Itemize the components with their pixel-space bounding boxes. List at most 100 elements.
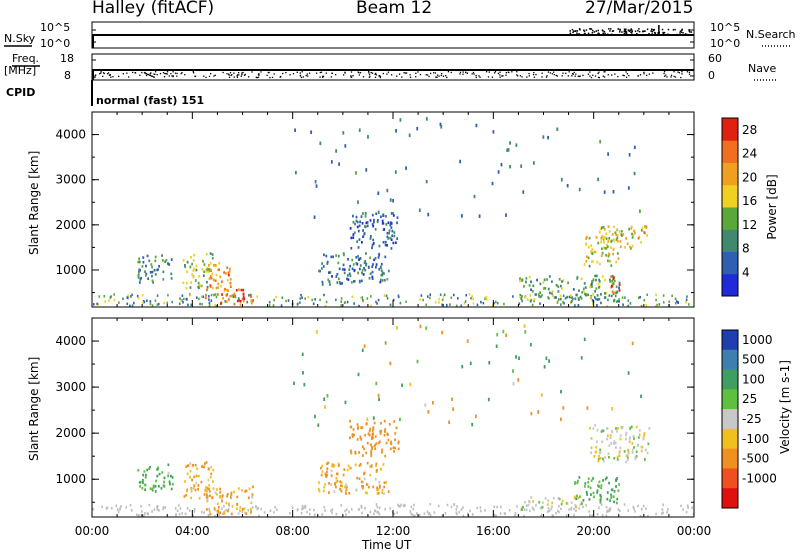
nave-point xyxy=(214,74,216,77)
velocity-cell xyxy=(616,430,618,433)
nave-point xyxy=(487,76,490,78)
velocity-cell xyxy=(340,489,343,493)
power-ground-cell xyxy=(621,296,624,299)
velocity-cell xyxy=(221,499,223,503)
power-cell xyxy=(601,275,604,278)
power-cell xyxy=(567,281,570,285)
velocity-cell xyxy=(387,490,390,493)
power-cell xyxy=(213,263,215,267)
velocity-ground-cell xyxy=(598,506,600,510)
power-cell xyxy=(218,261,221,265)
velocity-ground-cell xyxy=(223,504,225,508)
power-cell xyxy=(167,262,169,265)
nsearch-point xyxy=(626,33,628,36)
velocity-ground-cell xyxy=(639,514,642,518)
x-tick-label: 00:00 xyxy=(677,524,712,538)
velocity-ground-cell xyxy=(144,512,146,515)
velocity-cell xyxy=(349,425,352,429)
velocity-ground-cell xyxy=(557,504,560,508)
nave-point xyxy=(603,76,606,78)
velocity-cell xyxy=(354,450,357,454)
power-cell xyxy=(170,277,173,280)
velocity-cell xyxy=(353,433,355,437)
x-tick-label: 20:00 xyxy=(576,524,611,538)
nave-point xyxy=(577,75,579,77)
power-cell xyxy=(211,286,214,290)
velocity-cell xyxy=(545,356,548,361)
velocity-cell xyxy=(606,491,609,494)
nsearch-point xyxy=(653,29,655,31)
velocity-cell xyxy=(608,456,610,459)
velocity-ground-cell xyxy=(119,508,121,511)
power-cell xyxy=(637,236,640,240)
power-cell xyxy=(374,265,377,269)
power-ground-cell xyxy=(386,297,389,300)
power-cell xyxy=(560,287,563,290)
velocity-ground-cell xyxy=(662,503,664,506)
power-cell xyxy=(384,243,387,247)
power-ground-cell xyxy=(600,301,602,305)
power-cell xyxy=(137,273,140,276)
velocity-cell xyxy=(611,407,614,411)
velocity-ground-cell xyxy=(686,504,689,507)
velocity-cell xyxy=(344,400,347,405)
nsearch-point xyxy=(608,28,610,30)
power-ground-cell xyxy=(210,293,213,297)
velocity-cell xyxy=(617,489,620,493)
power-cell xyxy=(385,214,387,218)
power-colorbar-segment xyxy=(722,140,738,163)
velocity-cell xyxy=(216,502,219,506)
power-cell xyxy=(335,149,338,153)
velocity-ground-cell xyxy=(429,514,432,517)
nave-point xyxy=(428,75,430,78)
power-cell xyxy=(588,236,591,240)
velocity-ground-cell xyxy=(258,514,260,518)
nsearch-point xyxy=(688,29,690,32)
velocity-ground-cell xyxy=(645,507,647,511)
nave-point xyxy=(94,76,96,79)
velocity-cell xyxy=(370,465,373,468)
power-ground-cell xyxy=(425,303,428,307)
nave-point xyxy=(628,75,630,77)
power-cell xyxy=(154,259,157,263)
power-cell xyxy=(618,286,620,290)
velocity-cell xyxy=(620,426,623,430)
power-ground-cell xyxy=(598,297,601,301)
power-cell xyxy=(211,256,214,260)
cpid-label: CPID xyxy=(6,86,36,99)
nave-point xyxy=(568,71,570,73)
power-cell xyxy=(611,290,614,294)
velocity-ground-cell xyxy=(372,512,375,516)
velocity-cell xyxy=(239,506,242,509)
velocity-cell xyxy=(512,369,514,373)
power-cell xyxy=(612,277,615,281)
nsearch-point xyxy=(589,28,591,30)
power-cell xyxy=(594,274,597,278)
velocity-cell xyxy=(537,410,540,414)
velocity-cell xyxy=(194,463,197,467)
velocity-ground-cell xyxy=(499,505,502,509)
power-cell xyxy=(369,219,372,222)
nsearch-point xyxy=(602,32,604,35)
velocity-ground-cell xyxy=(687,506,689,510)
velocity-cell xyxy=(381,448,384,452)
power-cell xyxy=(387,237,390,240)
power-cell xyxy=(427,212,430,217)
power-cell xyxy=(629,245,631,249)
velocity-ground-cell xyxy=(393,512,396,516)
power-cell xyxy=(220,284,222,288)
power-cell xyxy=(580,277,583,281)
velocity-cell xyxy=(606,434,609,437)
power-cell xyxy=(337,277,340,281)
nave-point xyxy=(134,72,137,74)
nave-point xyxy=(688,71,691,73)
velocity-cell xyxy=(581,502,583,506)
power-cell xyxy=(593,250,596,254)
power-cell xyxy=(330,255,333,259)
power-cell xyxy=(189,286,192,289)
nsearch-tick-bottom: 10^0 xyxy=(710,37,741,50)
velocity-ground-cell xyxy=(433,511,436,514)
velocity-ground-cell xyxy=(444,512,447,515)
velocity-cell xyxy=(343,468,346,471)
velocity-ground-cell xyxy=(418,513,421,517)
